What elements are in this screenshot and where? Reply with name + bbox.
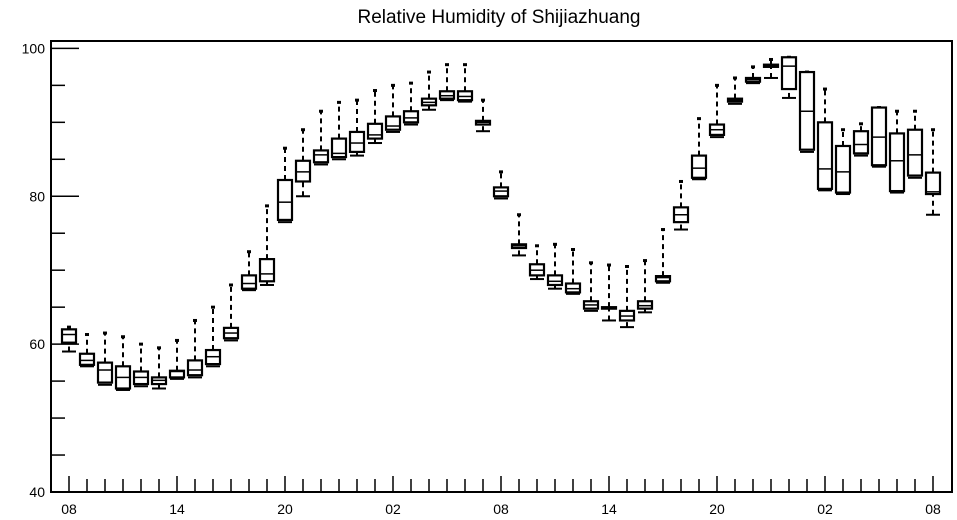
x-tick-label: 20: [709, 501, 725, 517]
box-hour-24: [492, 170, 510, 200]
x-tick-label: 08: [61, 501, 77, 517]
box-hour-17: [366, 89, 384, 145]
y-tick-label: 100: [22, 40, 46, 56]
y-tick-label: 40: [29, 484, 45, 500]
x-tick-label: 14: [169, 501, 185, 517]
box-hour-9: [222, 283, 240, 342]
iqr-box: [690, 154, 708, 179]
box-hour-27: [546, 242, 564, 290]
box-hour-1: [78, 333, 96, 368]
plot-frame: [50, 40, 953, 493]
iqr-box: [924, 171, 942, 196]
iqr-box: [60, 328, 78, 344]
box-hour-16: [348, 98, 366, 157]
box-hour-12: [276, 146, 294, 224]
iqr-box: [276, 178, 294, 222]
iqr-box: [384, 115, 402, 131]
x-tick-label: 08: [493, 501, 509, 517]
box-hour-7: [186, 318, 204, 379]
box-hour-13: [294, 128, 312, 198]
box-hour-34: [672, 179, 690, 231]
iqr-box: [78, 352, 96, 366]
box-hour-19: [402, 81, 420, 126]
box-hour-46: [888, 109, 906, 194]
box-hour-14: [312, 109, 330, 166]
box-hour-0: [60, 325, 78, 353]
box-hour-32: [636, 259, 654, 314]
box-hour-18: [384, 83, 402, 133]
iqr-box: [96, 361, 114, 384]
box-hour-30: [600, 263, 618, 322]
box-hour-20: [420, 70, 438, 111]
box-hour-29: [582, 261, 600, 312]
box-hour-2: [96, 331, 114, 386]
box-hour-10: [240, 250, 258, 292]
box-hour-23: [474, 98, 492, 133]
iqr-box: [906, 128, 924, 177]
box-hour-33: [654, 228, 672, 284]
box-hour-42: [816, 87, 834, 192]
box-series: [60, 55, 942, 391]
box-hour-3: [114, 335, 132, 391]
box-hour-38: [744, 65, 762, 85]
box-hour-40: [780, 55, 798, 99]
iqr-box: [258, 258, 276, 283]
box-hour-15: [330, 100, 348, 161]
y-axis: 40 60 80 100: [22, 40, 79, 500]
box-hour-25: [510, 213, 528, 257]
box-hour-41: [798, 70, 816, 153]
box-hour-36: [708, 83, 726, 139]
box-hour-22: [456, 63, 474, 103]
box-hour-45: [870, 106, 888, 168]
box-hour-35: [690, 117, 708, 181]
box-hour-6: [168, 338, 186, 380]
iqr-box: [780, 56, 798, 91]
chart-title: Relative Humidity of Shijiazhuang: [357, 7, 640, 28]
iqr-box: [402, 110, 420, 124]
box-hour-28: [564, 247, 582, 295]
iqr-box: [546, 274, 564, 287]
box-hour-48: [924, 128, 942, 216]
box-hour-44: [852, 122, 870, 157]
box-hour-37: [726, 76, 744, 105]
iqr-box: [348, 130, 366, 154]
iqr-box: [852, 130, 870, 155]
box-hour-11: [258, 204, 276, 286]
x-tick-label: 02: [817, 501, 833, 517]
box-hour-31: [618, 265, 636, 329]
iqr-box: [330, 137, 348, 159]
iqr-box: [312, 149, 330, 164]
iqr-box: [816, 121, 834, 190]
iqr-box: [240, 274, 258, 290]
x-tick-label: 02: [385, 501, 401, 517]
iqr-box: [888, 132, 906, 193]
box-hour-4: [132, 342, 150, 388]
y-tick-label: 80: [29, 188, 45, 204]
box-hour-26: [528, 244, 546, 281]
iqr-box: [654, 275, 672, 283]
box-hour-39: [762, 57, 780, 79]
iqr-box: [834, 144, 852, 194]
box-hour-8: [204, 305, 222, 368]
iqr-box: [366, 122, 384, 140]
x-tick-label: 14: [601, 501, 617, 517]
box-hour-5: [150, 346, 168, 390]
box-hour-43: [834, 128, 852, 196]
box-hour-47: [906, 109, 924, 179]
x-axis: 08 14 20 02 08 14 20 02 08: [61, 476, 941, 517]
box-hour-21: [438, 63, 456, 102]
iqr-box: [186, 359, 204, 377]
x-tick-label: 20: [277, 501, 293, 517]
y-tick-label: 60: [29, 336, 45, 352]
x-tick-label: 08: [925, 501, 941, 517]
